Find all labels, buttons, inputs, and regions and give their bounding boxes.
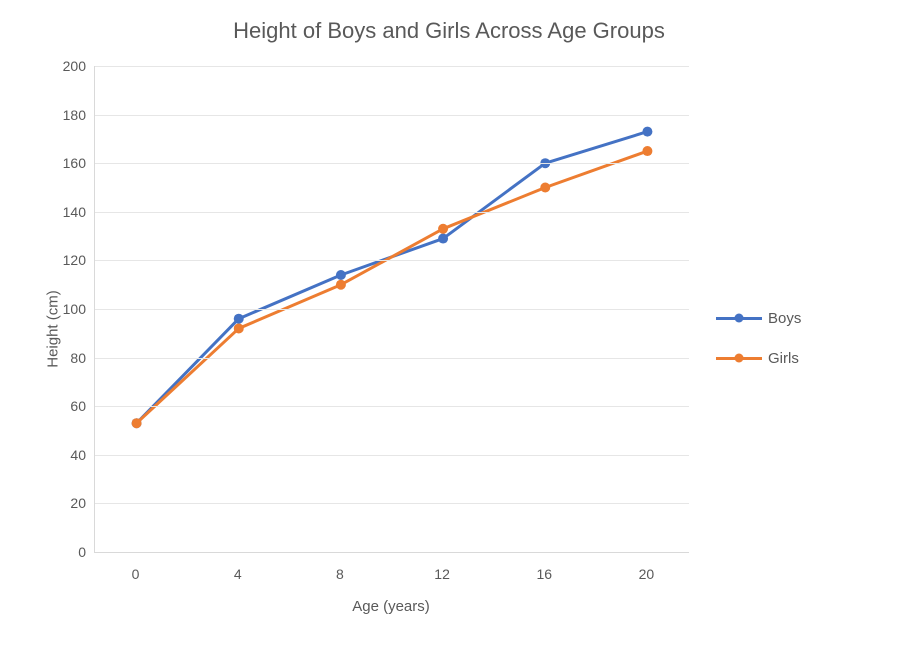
legend-swatch	[716, 357, 762, 360]
legend-item-boys: Boys	[716, 298, 801, 338]
gridline	[95, 260, 689, 261]
legend-item-girls: Girls	[716, 338, 801, 378]
series-line-girls	[137, 151, 648, 423]
series-marker-girls	[540, 183, 550, 193]
x-tick-label: 16	[524, 566, 564, 582]
y-tick-label: 180	[36, 107, 86, 123]
y-tick-label: 120	[36, 252, 86, 268]
series-marker-boys	[234, 314, 244, 324]
x-tick-label: 4	[218, 566, 258, 582]
series-marker-girls	[336, 280, 346, 290]
legend: Boys Girls	[716, 298, 801, 378]
y-tick-label: 0	[36, 544, 86, 560]
plot-area	[94, 66, 689, 553]
gridline	[95, 66, 689, 67]
series-marker-girls	[234, 323, 244, 333]
y-tick-label: 60	[36, 398, 86, 414]
x-tick-label: 0	[116, 566, 156, 582]
y-tick-label: 100	[36, 301, 86, 317]
y-tick-label: 200	[36, 58, 86, 74]
legend-marker-icon	[735, 354, 744, 363]
x-axis-title: Age (years)	[94, 598, 688, 615]
gridline	[95, 358, 689, 359]
y-tick-label: 20	[36, 495, 86, 511]
series-marker-boys	[438, 234, 448, 244]
legend-label: Boys	[768, 310, 801, 327]
gridline	[95, 503, 689, 504]
y-tick-label: 140	[36, 204, 86, 220]
series-marker-boys	[336, 270, 346, 280]
y-tick-label: 80	[36, 350, 86, 366]
y-tick-label: 160	[36, 155, 86, 171]
series-marker-girls	[438, 224, 448, 234]
legend-label: Girls	[768, 350, 799, 367]
gridline	[95, 406, 689, 407]
chart-container: Height of Boys and Girls Across Age Grou…	[0, 0, 898, 658]
gridline	[95, 212, 689, 213]
gridline	[95, 455, 689, 456]
series-marker-boys	[642, 127, 652, 137]
legend-marker-icon	[735, 314, 744, 323]
x-tick-label: 20	[626, 566, 666, 582]
x-tick-label: 12	[422, 566, 462, 582]
x-tick-label: 8	[320, 566, 360, 582]
y-tick-label: 40	[36, 447, 86, 463]
gridline	[95, 115, 689, 116]
gridline	[95, 163, 689, 164]
series-line-boys	[137, 132, 648, 424]
series-marker-girls	[642, 146, 652, 156]
series-marker-girls	[132, 418, 142, 428]
chart-title: Height of Boys and Girls Across Age Grou…	[0, 18, 898, 44]
gridline	[95, 309, 689, 310]
legend-swatch	[716, 317, 762, 320]
